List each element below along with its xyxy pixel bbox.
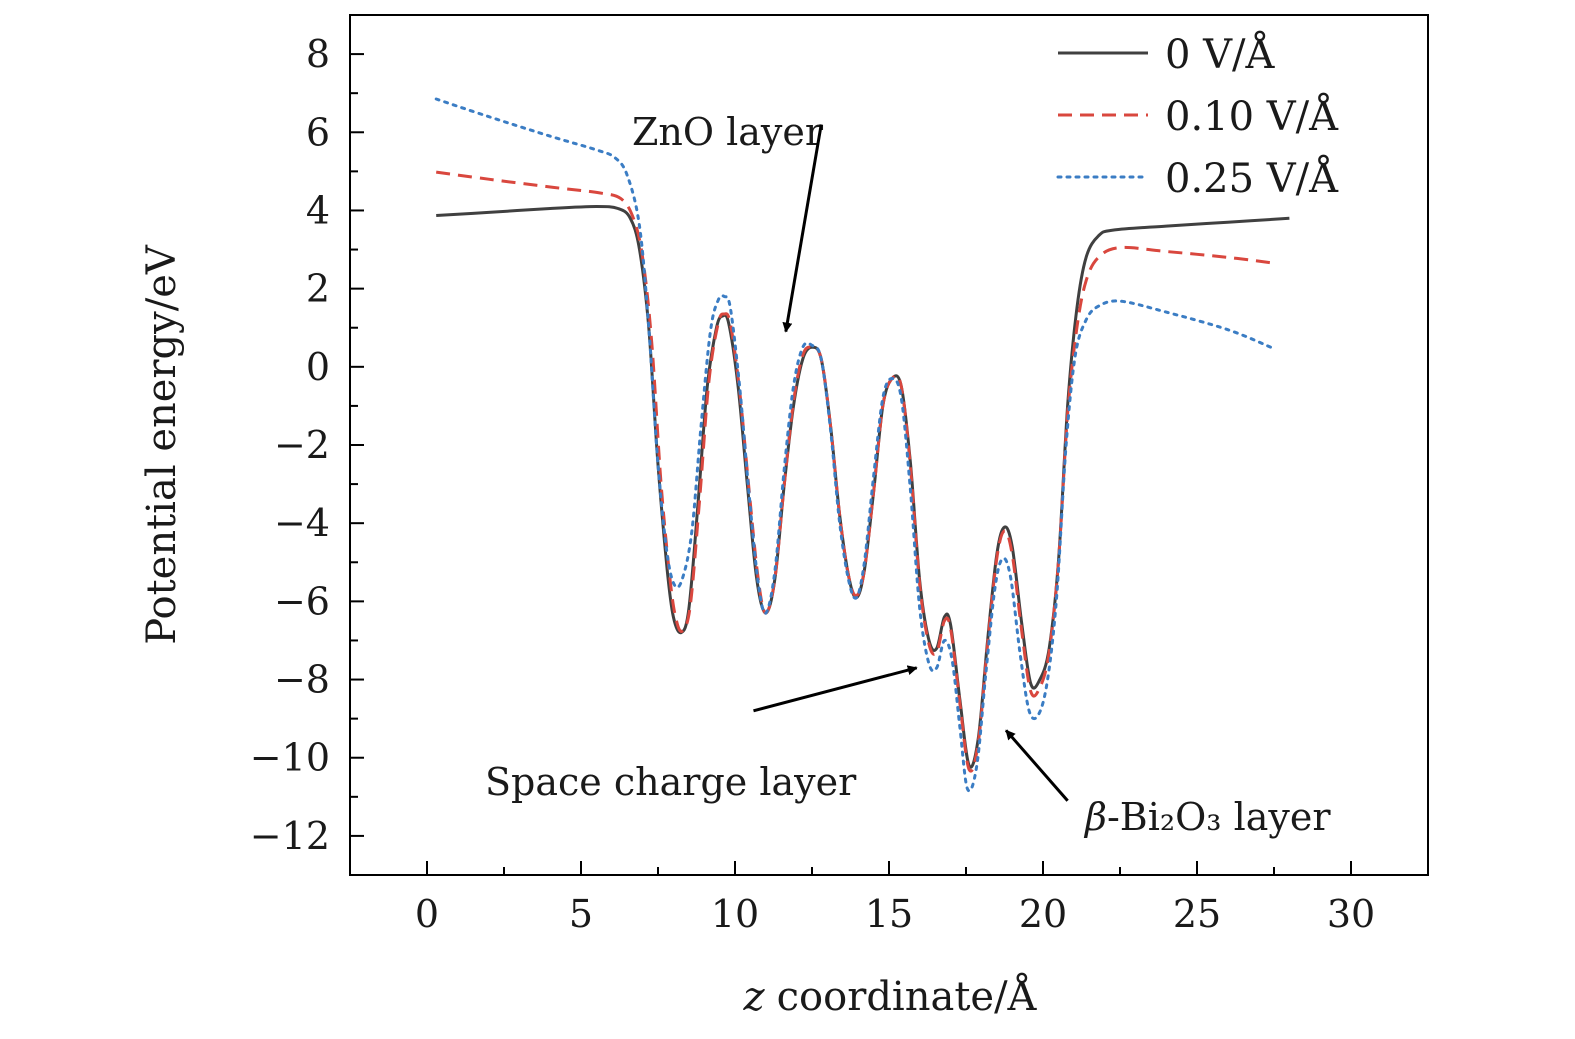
annotation-bi2o3-beta: β bbox=[1083, 795, 1107, 839]
y-tick-label: 8 bbox=[306, 32, 330, 76]
series-lines bbox=[434, 97, 1290, 793]
y-tick-label: −12 bbox=[250, 814, 330, 858]
y-tick-label: 6 bbox=[306, 110, 330, 154]
legend: 0 V/Å 0.10 V/Å 0.25 V/Å bbox=[1056, 31, 1339, 202]
y-tick-label: −4 bbox=[274, 501, 330, 545]
x-axis-title-variable: z bbox=[743, 974, 766, 1020]
x-tick-label: 25 bbox=[1173, 892, 1221, 936]
y-tick-label: −2 bbox=[274, 423, 330, 467]
annotation-space-charge: Space charge layer bbox=[485, 760, 857, 804]
annotation-arrow-bi2o3 bbox=[1004, 729, 1069, 802]
annotation-bi2o3: β-Bi₂O₃ layer bbox=[1083, 795, 1331, 839]
x-tick-label: 0 bbox=[415, 892, 439, 936]
y-tick-label: 2 bbox=[306, 267, 330, 311]
legend-label-2: 0.25 V/Å bbox=[1165, 155, 1339, 202]
legend-label-1: 0.10 V/Å bbox=[1165, 93, 1339, 140]
x-tick-label: 20 bbox=[1019, 892, 1067, 936]
annotation-zno: ZnO layer bbox=[632, 110, 824, 154]
annotation-arrow-space-charge bbox=[753, 665, 918, 713]
annotation-arrow-zno bbox=[782, 124, 823, 333]
x-axis-title: z coordinate/Å bbox=[743, 973, 1038, 1020]
x-tick-label: 10 bbox=[711, 892, 759, 936]
annotations: ZnO layer Space charge layer β-Bi₂O₃ lay… bbox=[485, 110, 1331, 839]
x-axis-title-text: coordinate/Å bbox=[777, 973, 1038, 1020]
x-tick-label: 30 bbox=[1327, 892, 1375, 936]
x-axis-ticks: 0 5 10 15 20 25 30 bbox=[415, 861, 1375, 936]
legend-label-0: 0 V/Å bbox=[1165, 31, 1276, 78]
y-tick-label: −10 bbox=[250, 736, 330, 780]
annotation-bi2o3-text: -Bi₂O₃ layer bbox=[1107, 795, 1331, 839]
y-tick-label: −6 bbox=[274, 579, 330, 623]
x-tick-label: 15 bbox=[865, 892, 913, 936]
y-tick-label: 0 bbox=[306, 345, 330, 389]
y-tick-label: −8 bbox=[274, 658, 330, 702]
x-tick-label: 5 bbox=[569, 892, 593, 936]
plot-frame bbox=[349, 14, 1429, 876]
series-line-1 bbox=[435, 170, 1275, 773]
series-line-2 bbox=[434, 97, 1273, 793]
y-axis-ticks: 8 6 4 2 0 −2 −4 −6 −8 −10 −12 bbox=[250, 14, 364, 876]
y-tick-label: 4 bbox=[306, 188, 330, 232]
y-axis-title: Potential energy/eV bbox=[139, 244, 185, 645]
